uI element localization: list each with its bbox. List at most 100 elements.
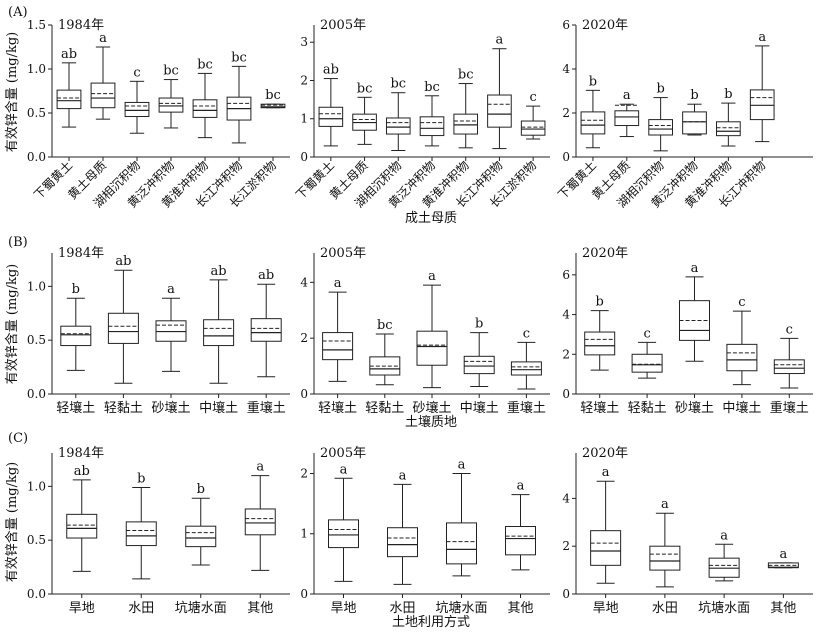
group-letter: a (334, 276, 342, 291)
x-tick-label: 坑塘水面 (175, 600, 227, 616)
group-letter: a (779, 547, 787, 562)
subplot-a-0: 1984年0.00.51.01.5ab下蜀黄土a黄土母质c湖相沉积物bc黄泛冲积… (27, 18, 290, 211)
group-letter: a (661, 497, 669, 512)
x-tick-label: 轻黏土 (365, 400, 404, 416)
group-letter: c (523, 326, 530, 341)
group-letter: a (691, 261, 699, 276)
y-tick-label: 6 (562, 18, 570, 32)
x-tick-label: 旱地 (69, 601, 95, 616)
group-letter: b (475, 317, 483, 332)
group-letter: b (596, 295, 604, 310)
box-iqr (505, 526, 536, 556)
x-tick-label: 水田 (389, 601, 415, 616)
group-letter: b (137, 471, 145, 486)
y-tick-label: 6 (562, 268, 570, 282)
group-letter: ab (61, 47, 77, 62)
y-tick-label: 1.5 (27, 18, 46, 32)
group-letter: ab (211, 264, 227, 279)
x-tick-label: 其他 (770, 601, 796, 616)
group-letter: a (340, 462, 348, 477)
x-tick-label: 砂壤土 (151, 400, 190, 416)
y-tick-label: 2 (562, 347, 570, 361)
group-letter: bc (163, 64, 179, 79)
box-iqr (328, 519, 359, 549)
y-tick-label: 2 (562, 106, 570, 120)
box-iqr (124, 101, 150, 118)
y-tick-label: 0.0 (27, 387, 46, 401)
y-tick-label: 1 (300, 527, 308, 541)
box-iqr (614, 110, 640, 127)
box-iqr (580, 111, 606, 135)
box-iqr (446, 522, 477, 565)
panel-label-a: (A) (8, 5, 28, 20)
y-tick-label: 0.5 (27, 333, 46, 347)
year-label: 2005年 (320, 18, 366, 33)
y-tick-label: 4 (562, 308, 570, 322)
box-iqr (648, 119, 673, 136)
y-tick-label: 3 (300, 35, 308, 49)
x-tick-label: 其他 (507, 601, 533, 616)
y-tick-label: 1.0 (27, 62, 46, 76)
year-label: 2020年 (582, 18, 628, 33)
y-tick-label: 0 (562, 387, 570, 401)
x-tick-label: 轻黏土 (104, 400, 143, 416)
box-iqr (203, 319, 235, 347)
group-letter: a (458, 457, 466, 472)
subplot-b-2: 2020年 0 2 4 6 b 轻壤土 c 轻黏土 a 砂壤土 c 中壤土 c 重壤土 (562, 246, 813, 416)
x-tick-label: 中壤土 (199, 400, 238, 416)
group-letter: a (167, 282, 175, 297)
group-letter: c (786, 322, 793, 337)
subplot-b-1: 2005年 0 2 4 a 轻壤土 bc 轻黏土 a 砂壤土 b 中壤土 c 重壤土 (300, 246, 550, 416)
group-letter: a (428, 269, 436, 284)
x-tick-label: 中壤土 (460, 400, 499, 416)
year-label: 1984年 (58, 18, 104, 33)
box-iqr (185, 525, 217, 548)
group-letter: a (602, 465, 610, 480)
group-letter: c (133, 65, 140, 80)
box-iqr (192, 99, 218, 118)
year-label: 1984年 (58, 446, 104, 461)
box-iqr (244, 508, 276, 536)
box-iqr (590, 530, 622, 566)
y-tick-label: 2 (562, 539, 570, 553)
x-tick-label: 砂壤土 (412, 400, 451, 416)
subplot-c-2: 2020年 0 2 4 a 旱地 a 水田 a 坑塘水面 a 其他 (562, 446, 813, 616)
x-tick-label: 中壤土 (722, 400, 761, 416)
box-iqr (682, 111, 707, 135)
group-letter: c (530, 90, 537, 105)
group-letter: bc (390, 77, 406, 92)
y-tick-label: 0.0 (27, 587, 46, 601)
year-label: 2005年 (320, 246, 366, 261)
y-axis-title-a: 有效锌含量 (mg/kg) (4, 32, 20, 153)
x-tick-label: 轻壤土 (580, 400, 619, 416)
group-letter: c (643, 326, 650, 341)
y-tick-label: 2 (300, 73, 308, 87)
group-letter: a (623, 88, 631, 103)
box-iqr (584, 331, 616, 356)
group-letter: a (758, 30, 766, 45)
group-letter: a (99, 31, 107, 46)
x-axis-title-c: 土地利用方式 (392, 614, 470, 630)
y-tick-label: 4 (300, 275, 308, 289)
box-iqr (631, 353, 663, 373)
x-tick-label: 重壤土 (507, 400, 546, 416)
box-iqr (716, 121, 741, 137)
panel-label-c: (C) (8, 431, 28, 446)
subplot-b-0: 1984年 0.0 0.5 1.0 b 轻壤土 ab 轻黏土 a 砂壤土 ab 中壤土 ab 重壤土 (27, 246, 290, 416)
subplot-a-1: 2005年0123ab下蜀黄土bc黄土母质bc湖相沉积物bc黄泛冲积物bc黄淮冲… (293, 18, 550, 211)
y-tick-label: 0 (300, 150, 308, 164)
box-iqr (726, 343, 758, 372)
subplot-a-2: 2020年0246b下蜀黄土a黄土母质b湖相沉积物b黄泛冲积物b黄淮冲积物a长江… (555, 18, 813, 211)
group-letter: b (589, 74, 597, 89)
box-iqr (510, 361, 542, 376)
x-tick-label: 砂壤土 (675, 400, 714, 416)
y-tick-label: 1 (300, 112, 308, 126)
group-letter: a (399, 468, 407, 483)
group-letter: c (738, 295, 745, 310)
group-letter: bc (458, 68, 474, 83)
panel-label-b: (B) (8, 235, 28, 250)
group-letter: ab (323, 63, 339, 78)
group-letter: ab (258, 268, 274, 283)
